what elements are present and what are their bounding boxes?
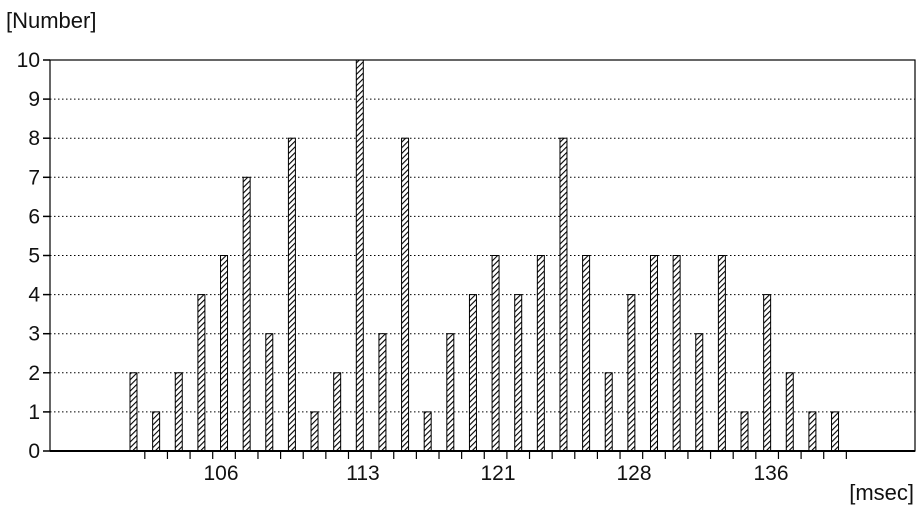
bars xyxy=(129,59,840,452)
bar xyxy=(310,411,319,452)
y-tick-label: 3 xyxy=(28,323,40,346)
x-tick-label: 113 xyxy=(346,462,379,485)
y-tick-label: 9 xyxy=(28,88,40,111)
bar xyxy=(785,372,794,452)
bar xyxy=(649,255,658,452)
y-axis-title: [Number] xyxy=(6,8,96,33)
x-tick-label: 136 xyxy=(753,462,788,485)
bar xyxy=(672,255,681,452)
bar xyxy=(401,137,410,452)
x-tick-label: 121 xyxy=(480,462,515,485)
x-tick-label: 106 xyxy=(203,462,238,485)
bar xyxy=(536,255,545,452)
bar xyxy=(559,137,568,452)
bar xyxy=(333,372,342,452)
bar xyxy=(695,333,704,452)
y-tick-label: 1 xyxy=(28,401,40,424)
y-tick-label: 5 xyxy=(28,245,40,268)
bar xyxy=(152,411,161,452)
bar xyxy=(174,372,183,452)
bar xyxy=(717,255,726,452)
bar xyxy=(287,137,296,452)
bar xyxy=(491,255,500,452)
y-tick-label: 6 xyxy=(28,205,40,228)
bar xyxy=(197,294,206,452)
bar xyxy=(129,372,138,452)
y-tick-label: 4 xyxy=(28,284,40,307)
bar xyxy=(378,333,387,452)
bar xyxy=(355,59,364,452)
y-tick-label: 7 xyxy=(28,166,40,189)
y-tick-labels: 0 1 2 3 4 5 6 7 8 9 10 xyxy=(17,49,41,463)
bar xyxy=(627,294,636,452)
bar xyxy=(423,411,432,452)
bar xyxy=(808,411,817,452)
bar xyxy=(468,294,477,452)
x-axis-title: [msec] xyxy=(849,480,914,505)
bar xyxy=(763,294,772,452)
axes xyxy=(49,59,916,459)
x-tick-labels: 106 113 121 128 136 xyxy=(203,462,788,485)
y-tick-label: 8 xyxy=(28,127,40,150)
bar xyxy=(604,372,613,452)
bar xyxy=(265,333,274,452)
bar xyxy=(242,176,251,452)
y-tick-label: 2 xyxy=(28,362,40,385)
bar xyxy=(740,411,749,452)
y-tick-label: 10 xyxy=(17,49,40,72)
gridlines xyxy=(43,59,915,452)
bar xyxy=(514,294,523,452)
bar xyxy=(220,255,229,452)
y-tick-label: 0 xyxy=(28,440,40,463)
bar xyxy=(446,333,455,452)
bar xyxy=(582,255,591,452)
bar xyxy=(831,411,840,452)
x-tick-label: 128 xyxy=(616,462,651,485)
